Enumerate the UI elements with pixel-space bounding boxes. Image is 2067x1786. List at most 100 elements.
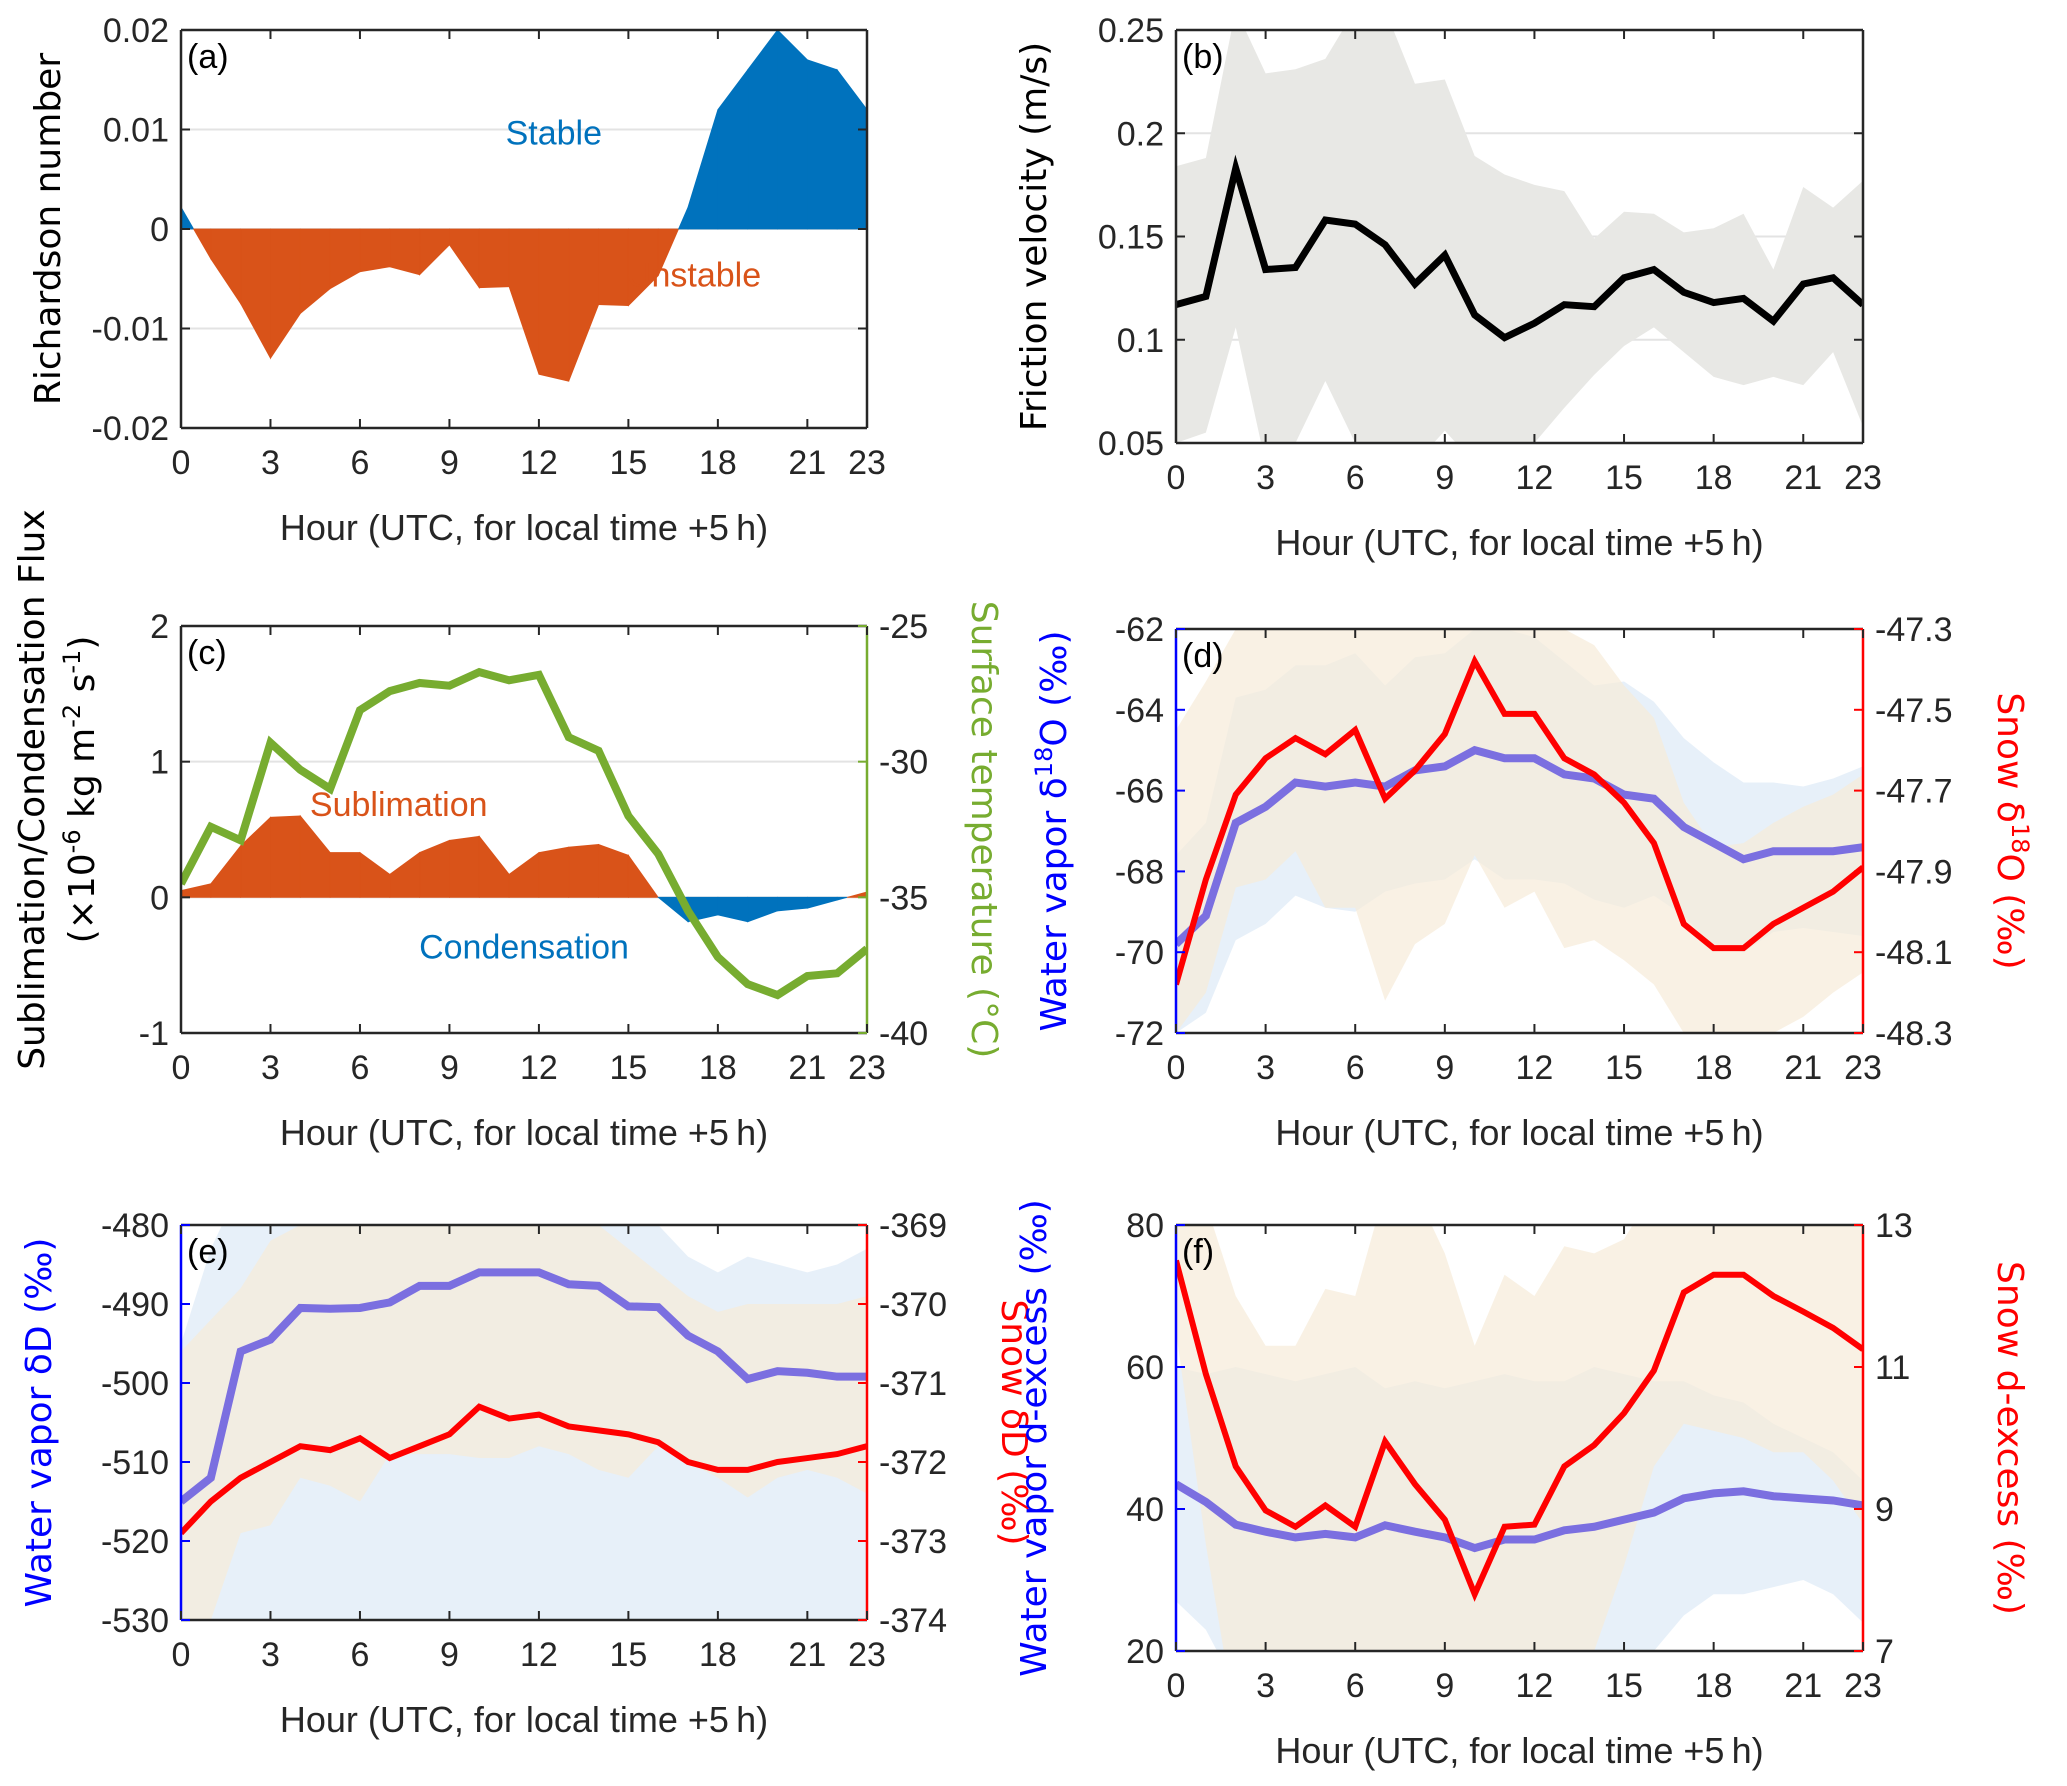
negative-area: [359, 228, 391, 273]
panel-f: 0 3 6 9 12 15 18 21 23 20 40 60 80 7 9 11 13 (f) Hour (UTC…: [1014, 1199, 2030, 1771]
x-tick-label: 0: [172, 1049, 191, 1087]
series-line-surface-temperature: [181, 667, 867, 1000]
x-tick-label: 18: [699, 444, 737, 482]
series-line-snow-18o: [1176, 654, 1863, 986]
x-tick-label: 15: [1605, 1049, 1643, 1087]
x-tick-label: 6: [1346, 1049, 1365, 1087]
positive-area: [359, 851, 391, 898]
x-tick-label: 12: [1516, 459, 1554, 497]
x-tick-label: 15: [1605, 1667, 1643, 1705]
x-tick-label: 23: [848, 1049, 886, 1087]
label-part: Water vapor δ: [1034, 777, 1075, 1031]
label-part: -1: [58, 650, 86, 674]
x-tick-label: 12: [520, 1049, 558, 1087]
x-tick-label: 21: [1784, 1049, 1822, 1087]
annotation-unstable: Unstable: [627, 257, 761, 295]
x-axis-label: Hour (UTC, for local time +5 h): [280, 507, 768, 548]
y-right-tick-label: -48.1: [1875, 934, 1953, 972]
plot-area: [1176, 1225, 1863, 1651]
panel-tag: (f): [1182, 1233, 1214, 1271]
negative-area: [192, 228, 212, 261]
y-tick-label: 80: [1126, 1207, 1164, 1245]
label-part: s: [62, 674, 103, 704]
x-tick-label: 23: [848, 1636, 886, 1674]
plot-area: [1176, 30, 1863, 443]
x-tick-label: 3: [261, 444, 280, 482]
label-part: 18: [1030, 747, 1058, 778]
panel-b: 0 3 6 9 12 15 18 21 23 0.05 0.1 0.15 0.2 0.25 (b) Hour …: [1014, 12, 1882, 563]
panel-tag: (a): [187, 38, 229, 76]
uncertainty-band: [181, 1225, 867, 1620]
plot-area: [181, 667, 867, 1000]
positive-area: [538, 846, 570, 898]
positive-area: [747, 30, 778, 230]
positive-area: [181, 883, 212, 898]
y-tick-label: -510: [101, 1444, 169, 1482]
x-tick-label: 3: [261, 1636, 280, 1674]
y-axis-label: Water vapor δD (‰): [19, 1238, 60, 1608]
x-tick-label: 15: [609, 444, 647, 482]
plot-area: [181, 1225, 867, 1620]
y-right-tick-label: 9: [1875, 1491, 1894, 1529]
y-axis-label: Friction velocity (m/s): [1014, 42, 1055, 431]
y-tick-label: 0.05: [1098, 425, 1164, 463]
y-tick-label: -520: [101, 1523, 169, 1561]
panel-tag: (b): [1182, 38, 1224, 76]
panel-a: 0 3 6 9 12 15 18 21 23 -0.02 -0.01 0 0.01 0.02 (a) Hour…: [28, 12, 886, 548]
negative-area: [717, 896, 749, 923]
series-line-water-vapor-18o: [1176, 745, 1863, 948]
y-tick-label: -480: [101, 1207, 169, 1245]
y-tick-label: 60: [1126, 1349, 1164, 1387]
negative-area: [538, 228, 570, 382]
annotation-condensation: Condensation: [419, 928, 629, 966]
y-tick-label: 0.25: [1098, 12, 1164, 50]
negative-area: [419, 228, 450, 276]
x-axis-label: Hour (UTC, for local time +5 h): [280, 1699, 768, 1740]
x-tick-label: 9: [440, 1636, 459, 1674]
x-tick-label: 9: [440, 1049, 459, 1087]
y-right-axis-label: Snow δ18O (‰): [1989, 692, 2034, 969]
annotation-sublimation: Sublimation: [310, 786, 488, 824]
y-right-tick-label: -48.3: [1875, 1015, 1953, 1053]
negative-area: [777, 896, 808, 912]
positive-area: [687, 109, 719, 230]
uncertainty-band: [1176, 1225, 1863, 1651]
x-tick-label: 18: [1695, 1667, 1733, 1705]
label-part: (×10: [62, 853, 103, 943]
negative-area: [389, 228, 421, 276]
y-axis-label: Water vapor d-excess (‰): [1014, 1199, 1055, 1677]
y-tick-label: -66: [1115, 773, 1164, 811]
y-tick-label: -70: [1115, 934, 1164, 972]
y-right-tick-label: -40: [879, 1015, 928, 1053]
negative-area: [568, 228, 599, 382]
y-right-tick-label: -35: [879, 879, 928, 917]
x-tick-label: 23: [1844, 1049, 1882, 1087]
y-right-tick-label: -370: [879, 1286, 947, 1324]
x-tick-label: 23: [1844, 1667, 1882, 1705]
negative-area: [329, 228, 361, 290]
y-tick-label: -62: [1115, 611, 1164, 649]
negative-area: [478, 228, 510, 289]
x-tick-label: 9: [440, 444, 459, 482]
positive-area: [419, 839, 450, 898]
positive-area: [568, 843, 599, 898]
x-tick-label: 21: [788, 1049, 826, 1087]
label-part: -2: [58, 704, 86, 728]
y-right-tick-label: 11: [1875, 1349, 1910, 1387]
x-tick-label: 0: [1167, 459, 1186, 497]
y-tick-label: 0.2: [1117, 115, 1164, 153]
annotation-stable: Stable: [506, 114, 602, 152]
positive-area: [389, 851, 421, 898]
y-tick-label: 0.01: [103, 112, 169, 150]
positive-area: [677, 206, 689, 230]
negative-area: [240, 228, 271, 359]
negative-area: [598, 228, 629, 307]
x-tick-label: 18: [699, 1636, 737, 1674]
y-tick-label: 0: [150, 211, 169, 249]
x-tick-label: 21: [788, 444, 826, 482]
x-tick-label: 6: [1346, 1667, 1365, 1705]
y-right-tick-label: -47.9: [1875, 853, 1953, 891]
label-part: O (‰): [1034, 630, 1075, 746]
negative-area: [657, 228, 680, 276]
series-line-snow-d-excess: [1176, 1259, 1863, 1602]
